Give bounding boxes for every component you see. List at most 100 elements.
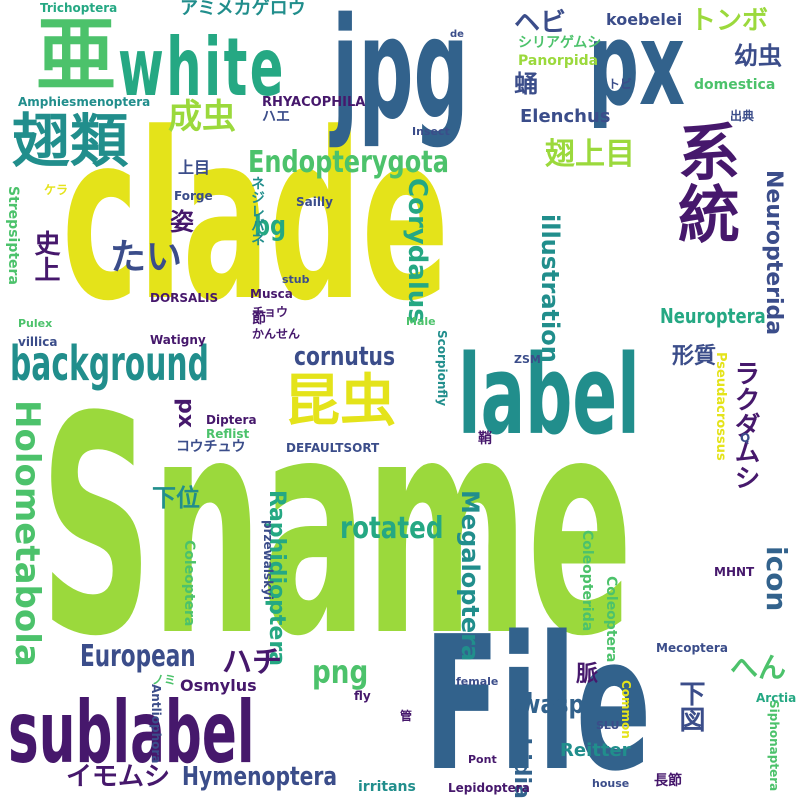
word-neuropterida: Neuropterida <box>761 170 786 336</box>
word-osmylus: Osmylus <box>180 676 257 695</box>
word-seichu: 成虫 <box>168 97 236 137</box>
word-european: European <box>80 639 196 674</box>
word-lepidoptera: Lepidoptera <box>448 781 530 795</box>
word-chosetsu: 長節 <box>654 773 682 789</box>
word-px-large: px <box>588 0 686 132</box>
word-a: 亜 <box>36 9 116 102</box>
word-keishitsu: 形質 <box>672 344 717 369</box>
word-background: background <box>10 336 209 392</box>
word-stub: stub <box>282 273 310 286</box>
word-saya: 鞘 <box>478 431 492 447</box>
word-kai: 下位 <box>152 484 200 512</box>
word-dorsalis: DORSALIS <box>150 291 219 305</box>
word-corydalus: Corydalus <box>402 178 432 324</box>
word-tonbo: トンボ <box>690 6 769 36</box>
word-nomi: ノミ <box>152 673 177 687</box>
word-cho: チョウ <box>252 305 289 319</box>
word-hymenoptera: Hymenoptera <box>182 762 338 792</box>
word-sugata: 姿 <box>170 208 194 236</box>
word-scorpionfly: Scorpionfly <box>435 330 449 407</box>
word-coleoptera-1: Coleoptera <box>181 540 197 627</box>
word-rotated: rotated <box>340 511 444 546</box>
word-rhyacophila: RHYACOPHILA <box>262 95 366 110</box>
word-sublabel: sublabel <box>8 683 255 783</box>
word-kochu: コウチュウ <box>176 439 246 455</box>
word-jpg: jpg <box>332 0 469 151</box>
word-tobi: トビ <box>608 77 633 91</box>
word-clade: clade <box>62 85 449 352</box>
word-hachi: ハチ <box>222 645 282 680</box>
word-shiriagemushi: シリアゲムシ <box>518 35 602 51</box>
word-illustration: illustration <box>536 214 564 363</box>
word-white: white <box>118 21 286 114</box>
word-hen: へん <box>730 651 787 684</box>
word-shutten: 出典 <box>730 109 755 123</box>
word-cornutus: cornutus <box>294 342 396 372</box>
word-nejirebane: ネジレバネ <box>249 176 265 246</box>
word-holometabola: Holometabola <box>7 400 47 667</box>
word-fushi: 節 <box>252 311 266 327</box>
word-siphonaptera: Siphonaptera <box>767 700 781 792</box>
word-villica: villica <box>18 335 58 349</box>
word-shirui: 翅類 <box>12 107 129 175</box>
word-konchu: 昆虫 <box>284 369 396 434</box>
word-de: de <box>450 29 464 40</box>
word-rakudamushi: ラクダムシ <box>730 360 760 490</box>
word-strepsiptera: Strepsiptera <box>5 186 21 285</box>
word-arctia: Arctia <box>756 691 797 705</box>
word-domestica: domestica <box>694 77 776 93</box>
word-endopterygota: Endopterygota <box>248 145 449 180</box>
word-icon: icon <box>760 546 793 612</box>
word-px-small: px <box>173 398 198 428</box>
word-zsm: ZSM <box>514 353 541 366</box>
word-pseudacrossus: Pseudacrossus <box>713 352 728 461</box>
word-elenchus: Elenchus <box>520 106 611 127</box>
word-forge: Forge <box>174 189 213 203</box>
word-pont: Pont <box>468 753 497 766</box>
word-q: Q <box>740 431 751 445</box>
word-mecoptera: Mecoptera <box>656 641 728 655</box>
word-musca: Musca <box>250 287 293 301</box>
word-sanagi: 蛹 <box>514 70 538 98</box>
word-slu: SLU <box>596 719 620 732</box>
word-watigny: Watigny <box>150 333 206 347</box>
word-diptera: Diptera <box>206 413 257 427</box>
word-panorpida: Panorpida <box>518 53 599 69</box>
word-shijo: 史上 <box>30 230 60 282</box>
word-sname: Sname <box>40 353 633 702</box>
word-house: house <box>592 777 630 790</box>
word-reflist: Reflist <box>206 427 250 441</box>
word-shijomoku: 翅上目 <box>545 137 635 172</box>
word-antliophora: Antliophora <box>149 684 163 764</box>
word-yochu: 幼虫 <box>734 42 782 70</box>
word-amphiesmenoptera: Amphiesmenoptera <box>18 95 151 109</box>
word-hebi: ヘビ <box>514 8 567 38</box>
word-kansen: かんせん <box>252 327 301 341</box>
word-kera: ケラ <box>44 183 69 197</box>
word-amimekagero: アミメカゲロウ <box>180 0 306 19</box>
word-insect: Insect <box>412 125 450 138</box>
word-kazu: 下図 <box>675 680 705 732</box>
word-reitter: Reitter <box>560 740 631 761</box>
word-defaultsort: DEFAULTSORT <box>286 441 380 455</box>
word-bg: bg <box>254 209 287 242</box>
word-wasp: wasp <box>520 690 585 720</box>
word-jomoku: 上目 <box>178 158 211 177</box>
word-label: label <box>458 331 640 459</box>
word-keito: 系統 <box>667 120 740 244</box>
word-irritans: irritans <box>358 779 416 795</box>
word-hae: ハエ <box>262 109 290 125</box>
word-sailly: Sailly <box>296 195 333 209</box>
word-trichoptera: Trichoptera <box>40 1 118 15</box>
word-raphidioptera: Raphidioptera <box>264 490 289 667</box>
word-common: Common <box>619 680 633 739</box>
word-tai: たい <box>110 237 183 278</box>
word-female: female <box>456 675 499 688</box>
word-imomushi: イモムシ <box>66 762 171 792</box>
word-raphidia: Raphidia <box>509 690 534 799</box>
word-koebelei: koebelei <box>606 10 683 29</box>
word-png: png <box>312 653 369 691</box>
word-myaku: 脈 <box>576 662 599 687</box>
word-coleopterida: Coleopterida <box>579 530 595 632</box>
